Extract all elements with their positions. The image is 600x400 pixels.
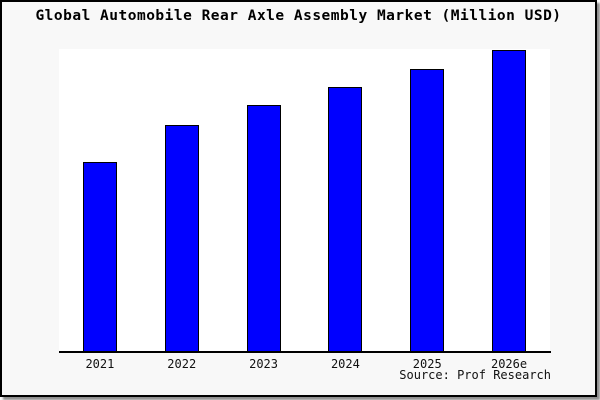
x-axis-labels: 2021 2022 2023 2024 2025 2026e	[59, 357, 550, 371]
bar-2022	[164, 125, 199, 351]
bar-2026e	[492, 50, 527, 351]
x-tick-label-2021: 2021	[85, 357, 115, 371]
x-tick-label-2026e: 2026e	[490, 357, 528, 371]
source-note: Source: Prof Research	[399, 368, 551, 382]
bar-slot	[304, 49, 386, 351]
chart-title: Global Automobile Rear Axle Assembly Mar…	[35, 8, 562, 24]
x-tick-label-2022: 2022	[167, 357, 197, 371]
bar-slot	[223, 49, 305, 351]
x-tick-label-2025: 2025	[412, 357, 442, 371]
bar-2025	[410, 69, 445, 351]
x-tick-label-2023: 2023	[249, 357, 279, 371]
bar-2023	[246, 105, 281, 351]
bar-slot	[386, 49, 468, 351]
bar-slot	[141, 49, 223, 351]
x-tick-label-2024: 2024	[330, 357, 360, 371]
bar-slot	[468, 49, 550, 351]
plot-area	[59, 49, 550, 351]
x-axis-line	[59, 351, 551, 353]
bar-2021	[82, 162, 117, 351]
bar-slot	[59, 49, 141, 351]
bar-2024	[328, 87, 363, 351]
